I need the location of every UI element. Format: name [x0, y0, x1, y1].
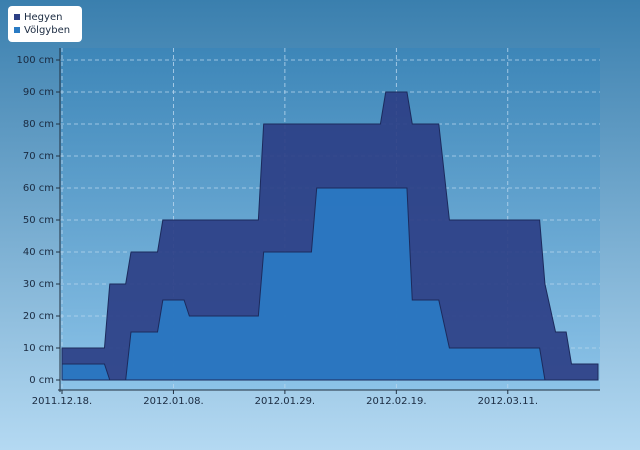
y-tick-label: 90 cm: [23, 87, 54, 98]
legend: [8, 6, 82, 42]
y-tick-label: 10 cm: [23, 343, 54, 354]
x-tick-label: 2012.01.29.: [255, 396, 315, 407]
x-tick-label: 2012.03.11.: [478, 396, 538, 407]
y-tick-label: 50 cm: [23, 215, 54, 226]
legend-marker: [14, 27, 20, 33]
y-tick-label: 80 cm: [23, 119, 54, 130]
y-tick-label: 20 cm: [23, 311, 54, 322]
y-tick-label: 40 cm: [23, 247, 54, 258]
y-tick-label: 0 cm: [29, 375, 54, 386]
y-tick-label: 60 cm: [23, 183, 54, 194]
legend-marker: [14, 14, 20, 20]
y-tick-label: 70 cm: [23, 151, 54, 162]
legend-label: Hegyen: [24, 12, 62, 23]
y-tick-label: 30 cm: [23, 279, 54, 290]
x-tick-label: 2011.12.18.: [32, 396, 92, 407]
legend-label: Völgyben: [24, 25, 70, 36]
x-tick-label: 2012.02.19.: [366, 396, 426, 407]
x-tick-label: 2012.01.08.: [143, 396, 203, 407]
area: [61, 187, 598, 381]
y-tick-label: 100 cm: [16, 55, 54, 66]
